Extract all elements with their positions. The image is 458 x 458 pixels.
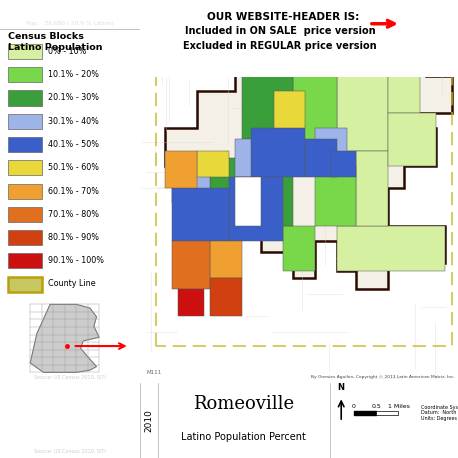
Text: 0.5: 0.5 (371, 404, 381, 409)
Bar (0, 0, 458, 8)
Polygon shape (388, 113, 436, 165)
Polygon shape (165, 23, 452, 289)
Text: By Onesies Aguilon, Copyright © 2013 Latin American Matriz, Inc.: By Onesies Aguilon, Copyright © 2013 Lat… (311, 375, 455, 379)
Text: 80.1% - 90%: 80.1% - 90% (48, 233, 98, 242)
Polygon shape (242, 53, 293, 139)
Bar (140, 8, 458, 77)
Bar (8, 91, 42, 105)
Polygon shape (235, 139, 273, 177)
Bar (8, 277, 42, 291)
Polygon shape (293, 53, 337, 151)
Text: 90.1% - 100%: 90.1% - 100% (48, 256, 104, 265)
Polygon shape (235, 177, 261, 225)
Text: Pop:   39,680 ( 29.9 % Latino): Pop: 39,680 ( 29.9 % Latino) (26, 21, 114, 26)
Bar (8, 253, 42, 268)
Polygon shape (172, 188, 229, 240)
Text: Romeoville: Romeoville (193, 395, 294, 413)
Polygon shape (251, 128, 305, 177)
Polygon shape (315, 165, 356, 225)
Text: 1 Miles: 1 Miles (387, 404, 409, 409)
Text: OUR WEBSITE-HEADER IS:: OUR WEBSITE-HEADER IS: (207, 12, 359, 22)
Polygon shape (197, 151, 229, 177)
Text: M111: M111 (147, 371, 162, 376)
Polygon shape (283, 225, 315, 271)
Polygon shape (337, 225, 445, 271)
Polygon shape (210, 278, 242, 316)
Text: Romeoville: Romeoville (38, 14, 103, 24)
Polygon shape (273, 91, 305, 128)
Polygon shape (178, 289, 204, 316)
Text: Latino Population Percent: Latino Population Percent (181, 432, 306, 442)
Bar (8, 137, 42, 152)
Polygon shape (315, 128, 347, 165)
Text: N: N (338, 383, 345, 392)
Text: Census Blocks: Census Blocks (8, 33, 84, 41)
Text: County Line: County Line (48, 279, 95, 289)
Text: 50.1% - 60%: 50.1% - 60% (48, 163, 98, 172)
Polygon shape (356, 151, 388, 225)
Polygon shape (337, 53, 388, 151)
Bar (8, 44, 42, 59)
Polygon shape (178, 203, 219, 263)
Polygon shape (197, 203, 235, 271)
Text: Source: US Census 2010, SITI: Source: US Census 2010, SITI (34, 375, 106, 380)
Polygon shape (172, 240, 210, 289)
Polygon shape (261, 151, 293, 225)
Text: 60.1% - 70%: 60.1% - 70% (48, 186, 98, 196)
Text: 0% - 10%: 0% - 10% (48, 47, 86, 56)
Text: 10.1% - 20%: 10.1% - 20% (48, 70, 98, 79)
Text: 20.1% - 30%: 20.1% - 30% (48, 93, 98, 103)
Polygon shape (331, 151, 356, 177)
Polygon shape (229, 177, 283, 240)
Polygon shape (369, 23, 410, 53)
Text: Included in ON SALE  price version: Included in ON SALE price version (185, 26, 375, 36)
Bar (8, 207, 42, 222)
Polygon shape (165, 151, 197, 188)
Text: Source: US Census 2010, SITI: Source: US Census 2010, SITI (34, 449, 106, 454)
Bar (8, 230, 42, 245)
Bar (8, 184, 42, 198)
Text: Coordinate System: GCS North American 1983
Datum:  North American 1983
Units: De: Coordinate System: GCS North American 19… (421, 405, 458, 421)
Text: Excluded in REGULAR price version: Excluded in REGULAR price version (183, 41, 377, 51)
Text: Latino Population: Latino Population (8, 43, 103, 51)
Polygon shape (172, 158, 210, 203)
Bar (8, 160, 42, 175)
Bar (8, 67, 42, 82)
Polygon shape (30, 305, 99, 372)
Polygon shape (305, 139, 337, 177)
Text: 0: 0 (352, 404, 355, 409)
Text: 2010: 2010 (145, 409, 153, 432)
Polygon shape (210, 240, 242, 278)
Bar (8, 114, 42, 129)
Text: ILLINOIS COUNTIES: ILLINOIS COUNTIES (34, 298, 106, 304)
Polygon shape (388, 53, 420, 113)
Text: 40.1% - 50%: 40.1% - 50% (48, 140, 98, 149)
Polygon shape (210, 158, 261, 203)
Text: 70.1% - 80%: 70.1% - 80% (48, 210, 98, 219)
Text: 30.1% - 40%: 30.1% - 40% (48, 117, 98, 126)
